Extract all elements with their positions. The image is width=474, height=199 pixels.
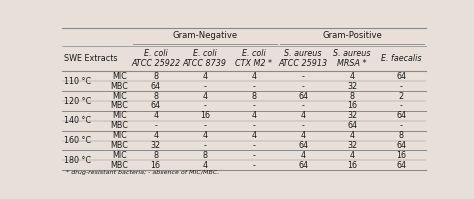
Text: -: -	[301, 82, 304, 91]
Text: 64: 64	[396, 141, 406, 150]
Text: 4: 4	[350, 72, 355, 81]
Text: -: -	[301, 101, 304, 110]
Text: -: -	[203, 121, 206, 130]
Text: MIC: MIC	[112, 131, 127, 140]
Text: 64: 64	[298, 161, 308, 170]
Text: 32: 32	[347, 111, 357, 120]
Text: 4: 4	[251, 131, 256, 140]
Text: 64: 64	[298, 92, 308, 100]
Text: 4: 4	[301, 131, 306, 140]
Text: -: -	[203, 141, 206, 150]
Text: -: -	[400, 121, 403, 130]
Text: MIC: MIC	[112, 111, 127, 120]
Text: 16: 16	[347, 101, 357, 110]
Text: 64: 64	[396, 72, 406, 81]
Text: -: -	[400, 101, 403, 110]
Text: 4: 4	[251, 111, 256, 120]
Text: -: -	[253, 151, 255, 160]
Text: 32: 32	[347, 141, 357, 150]
Text: -: -	[253, 121, 255, 130]
Text: SWE Extracts: SWE Extracts	[64, 54, 117, 63]
Text: 4: 4	[153, 131, 158, 140]
Text: -: -	[203, 82, 206, 91]
Text: MBC: MBC	[111, 82, 128, 91]
Text: 64: 64	[396, 161, 406, 170]
Text: 64: 64	[151, 82, 161, 91]
Text: E. faecalis: E. faecalis	[381, 54, 421, 63]
Text: 4: 4	[202, 72, 207, 81]
Text: -: -	[301, 121, 304, 130]
Text: S. aureus
ATCC 25913: S. aureus ATCC 25913	[278, 49, 328, 68]
Text: 8: 8	[399, 131, 404, 140]
Text: 8: 8	[153, 72, 158, 81]
Text: -: -	[203, 101, 206, 110]
Text: 32: 32	[347, 82, 357, 91]
Text: 160 °C: 160 °C	[64, 136, 91, 145]
Text: -: -	[301, 72, 304, 81]
Text: E. coli
ATCC 8739: E. coli ATCC 8739	[183, 49, 227, 68]
Text: -: -	[253, 82, 255, 91]
Text: -: -	[253, 161, 255, 170]
Text: S. aureus
MRSA *: S. aureus MRSA *	[333, 49, 371, 68]
Text: 8: 8	[153, 151, 158, 160]
Text: 4: 4	[202, 161, 207, 170]
Text: 4: 4	[350, 131, 355, 140]
Text: 16: 16	[151, 161, 161, 170]
Text: MBC: MBC	[111, 141, 128, 150]
Text: 8: 8	[251, 92, 256, 100]
Text: 4: 4	[350, 151, 355, 160]
Text: E. coli
ATCC 25922: E. coli ATCC 25922	[131, 49, 180, 68]
Text: 8: 8	[350, 92, 355, 100]
Text: 16: 16	[347, 161, 357, 170]
Text: 2: 2	[399, 92, 404, 100]
Text: 4: 4	[301, 111, 306, 120]
Text: MBC: MBC	[111, 101, 128, 110]
Text: E. coli
CTX M2 *: E. coli CTX M2 *	[236, 49, 273, 68]
Text: 140 °C: 140 °C	[64, 116, 91, 125]
Text: 64: 64	[151, 101, 161, 110]
Text: Gram-Positive: Gram-Positive	[322, 31, 382, 40]
Text: 16: 16	[396, 151, 406, 160]
Text: MBC: MBC	[111, 161, 128, 170]
Text: Gram-Negative: Gram-Negative	[172, 31, 237, 40]
Text: -: -	[400, 82, 403, 91]
Text: MIC: MIC	[112, 151, 127, 160]
Text: -: -	[253, 101, 255, 110]
Text: MIC: MIC	[112, 72, 127, 81]
Text: -: -	[253, 141, 255, 150]
Text: 8: 8	[153, 92, 158, 100]
Text: 8: 8	[202, 151, 207, 160]
Text: 4: 4	[202, 92, 207, 100]
Text: 16: 16	[200, 111, 210, 120]
Text: 4: 4	[301, 151, 306, 160]
Text: 32: 32	[151, 141, 161, 150]
Text: 4: 4	[153, 111, 158, 120]
Text: 180 °C: 180 °C	[64, 156, 91, 165]
Text: 110 °C: 110 °C	[64, 77, 91, 86]
Text: 64: 64	[298, 141, 308, 150]
Text: MIC: MIC	[112, 92, 127, 100]
Text: -: -	[154, 121, 157, 130]
Text: MBC: MBC	[111, 121, 128, 130]
Text: * drug-resistant bacteria; - absence of MIC/MBC.: * drug-resistant bacteria; - absence of …	[66, 170, 219, 175]
Text: 4: 4	[251, 72, 256, 81]
Text: 64: 64	[396, 111, 406, 120]
Text: 64: 64	[347, 121, 357, 130]
Text: 120 °C: 120 °C	[64, 97, 91, 105]
Text: 4: 4	[202, 131, 207, 140]
